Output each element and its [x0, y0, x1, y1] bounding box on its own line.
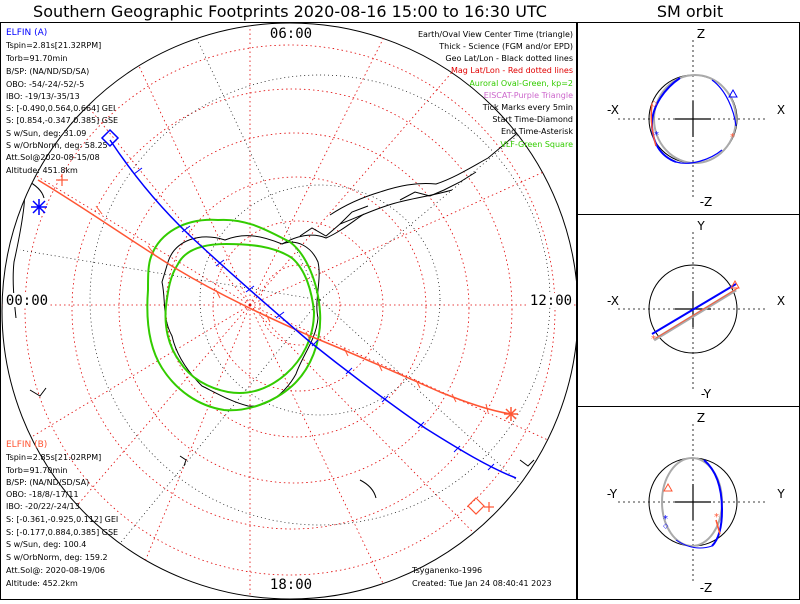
elfin-b-ticks [95, 205, 489, 413]
mag-lon-grid [2, 23, 576, 599]
svg-text:*: * [651, 334, 656, 345]
elfin-b-end-asterisk [504, 407, 518, 421]
legend-entry: VLF-Green Square [500, 140, 573, 149]
elfin-b-line: Att.Sol@: 2020-08-19/06 [6, 566, 105, 575]
elfin-a-line: IBO: -19/13/-35/13 [6, 92, 80, 101]
elfin-a-line: S w/Sun, deg: 31.09 [6, 129, 86, 138]
elfin-b-line: IBO: -20/22/-24/13 [6, 502, 80, 511]
axis-label-right: Y [776, 487, 785, 501]
legend-entry: Thick - Science (FGM and/or EPD) [438, 42, 573, 51]
axis-label-right: X [777, 103, 785, 117]
mlt-label-left: 00:00 [6, 293, 48, 309]
elfin-b-track [37, 174, 518, 515]
elfin-b-title: ELFIN (B) [6, 440, 47, 450]
elfin-a-title: ELFIN (A) [6, 28, 47, 38]
mlt-label-top: 06:00 [270, 26, 312, 42]
elfin-a-line: S: [-0.490,0.564,0.664] GEI [6, 104, 115, 113]
elfin-a-start-diamond [100, 128, 120, 148]
elfin-a-ticks [133, 167, 495, 471]
sm-orbit-panels: * * ◇ Z -Z -X X * Y -Y -X X [577, 22, 800, 600]
elfin-b-line: Torb=91.70min [5, 466, 67, 475]
legend: Earth/Oval View Center Time (triangle) T… [418, 30, 573, 149]
auroral-oval [146, 218, 322, 412]
elfin-b-info: ELFIN (B) Tspin=2.85s[21.02RPM] Torb=91.… [5, 440, 118, 588]
sm-orbit-title: SM orbit [657, 2, 723, 21]
mlt-label-right: 12:00 [530, 293, 572, 309]
mlt-label-bottom: 18:00 [270, 577, 312, 593]
svg-text:*: * [654, 130, 659, 141]
elfin-b-line: Tspin=2.85s[21.02RPM] [5, 453, 101, 462]
model-label: Tsyganenko-1996 [411, 566, 482, 575]
legend-entry: Earth/Oval View Center Time (triangle) [418, 30, 573, 39]
elfin-a-line: B/SP: (NA/ND/SD/SA) [6, 67, 89, 76]
elfin-a-line: Torb=91.70min [5, 54, 67, 63]
legend-entry: Start Time-Diamond [492, 115, 573, 124]
axis-label-left: -X [607, 103, 619, 117]
axis-label-top: Z [697, 411, 705, 425]
elfin-b-line: Altitude: 452.2km [6, 579, 78, 588]
svg-text:◇: ◇ [651, 99, 658, 108]
map-disc [1, 22, 576, 600]
plot-title: Southern Geographic Footprints 2020-08-1… [33, 2, 547, 21]
elfin-a-track [31, 128, 517, 479]
svg-text:◇: ◇ [663, 522, 669, 530]
legend-entry: Geo Lat/Lon - Black dotted lines [445, 54, 573, 63]
axis-label-bottom: -Z [700, 581, 713, 595]
elfin-a-end-asterisk [31, 199, 47, 215]
orbit-panel-yz: * ◇ * Z -Z -Y Y [607, 411, 785, 595]
elfin-b-line: S: [-0.177,0.884,0.385] GSE [6, 528, 118, 537]
axis-label-right: X [777, 294, 785, 308]
axis-label-top: Y [696, 219, 705, 233]
legend-entry: Auroral Oval-Green, kp=2 [469, 79, 573, 88]
axis-label-left: -Y [607, 487, 618, 501]
elfin-a-line: Altitude: 451.8km [6, 166, 78, 175]
orbit-panel-xz: * * ◇ Z -Z -X X [607, 27, 785, 209]
elfin-b-start-asterisk [56, 174, 68, 186]
legend-entry: EISCAT-Purple Triangle [484, 91, 573, 100]
elfin-b-line: B/SP: (NA/ND/SD/SA) [6, 478, 89, 487]
axis-label-left: -X [607, 294, 619, 308]
axis-label-bottom: -Z [700, 195, 713, 209]
created-label: Created: Tue Jan 24 08:40:41 2023 [412, 579, 552, 588]
elfin-b-line: S: [-0.361,-0.925,0.112] GEI [6, 515, 118, 524]
svg-text:*: * [730, 132, 735, 143]
elfin-a-line: Tspin=2.81s[21.32RPM] [5, 41, 101, 50]
elfin-a-line: S w/OrbNorm, deg: 58.25 [6, 141, 108, 150]
elfin-a-line: OBO: -54/-24/-52/-5 [6, 80, 84, 89]
elfin-b-line: OBO: -18/8/-17/11 [6, 490, 79, 499]
axis-label-bottom: -Y [701, 387, 712, 401]
elfin-a-line: Att.Sol@2020-08-15/08 [6, 153, 100, 162]
elfin-b-start-diamond [467, 497, 485, 515]
svg-text:*: * [714, 512, 719, 523]
elfin-b-line: S w/Sun, deg: 100.4 [6, 540, 86, 549]
elfin-b-line: S w/OrbNorm, deg: 159.2 [6, 553, 108, 562]
orbit-panel-xy: * Y -Y -X X [607, 219, 785, 401]
legend-entry: Tick Marks every 5min [482, 103, 573, 112]
elfin-a-info: ELFIN (A) Tspin=2.81s[21.32RPM] Torb=91.… [5, 28, 118, 175]
legend-entry: Mag Lat/Lon - Red dotted lines [451, 66, 573, 75]
svg-text:*: * [663, 514, 668, 525]
axis-label-top: Z [697, 27, 705, 41]
elfin-a-line: S: [0.854,-0.347,0.385] GSE [6, 116, 118, 125]
legend-entry: End Time-Asterisk [501, 127, 573, 136]
